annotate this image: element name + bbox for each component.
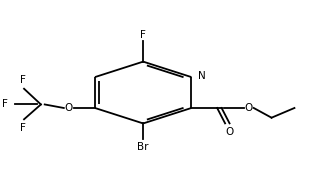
Text: N: N: [198, 71, 206, 81]
Text: F: F: [20, 75, 25, 85]
Text: O: O: [244, 103, 253, 113]
Text: O: O: [65, 103, 73, 113]
Text: F: F: [2, 100, 7, 109]
Text: O: O: [225, 127, 234, 137]
Text: F: F: [140, 30, 146, 40]
Text: F: F: [20, 123, 25, 133]
Text: Br: Br: [137, 142, 149, 152]
